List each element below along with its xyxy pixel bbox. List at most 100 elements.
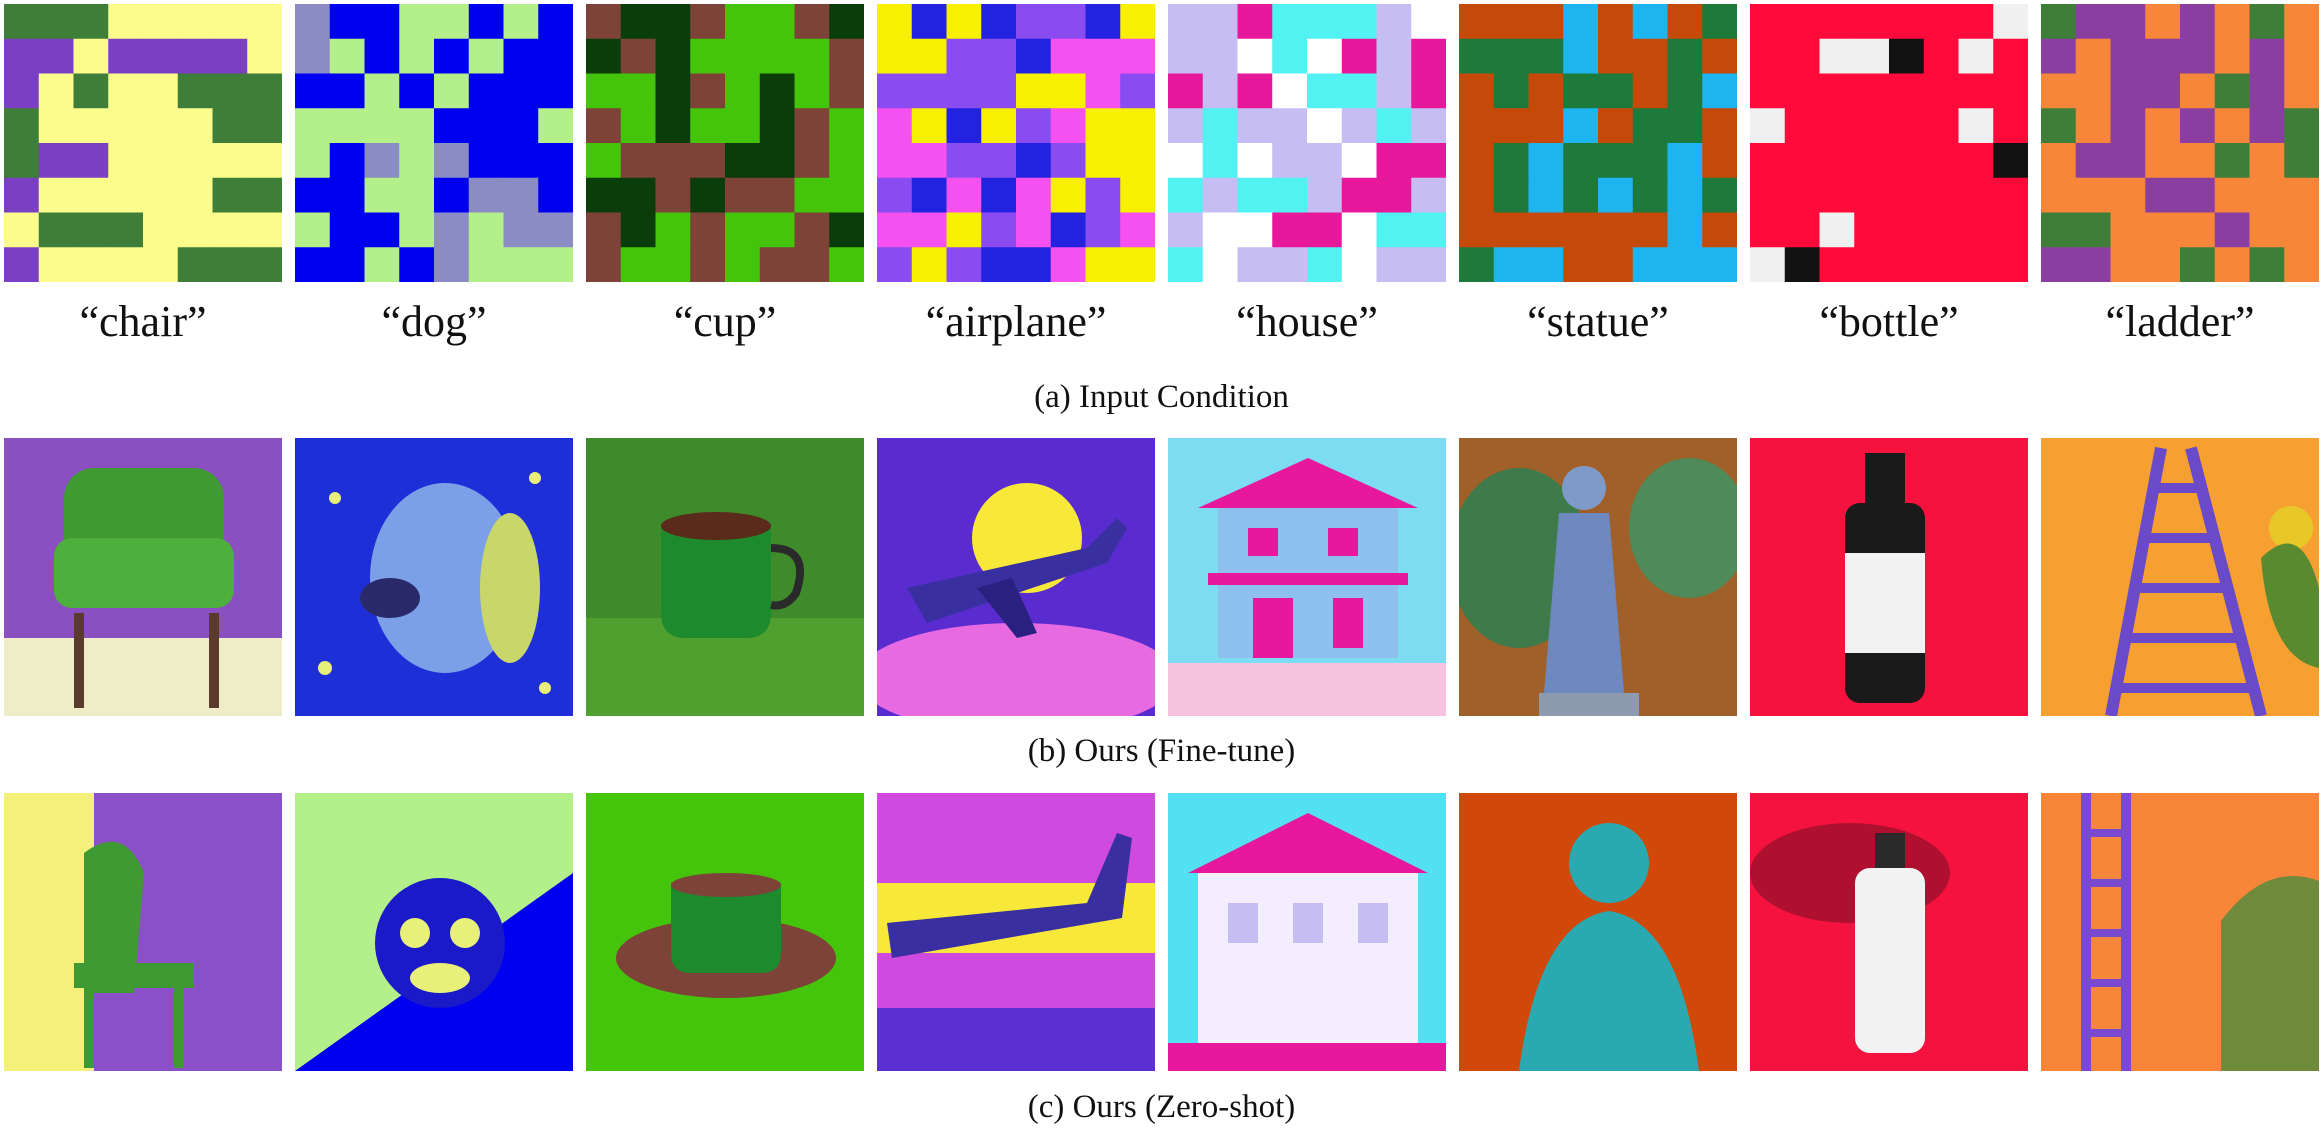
grid-cell <box>877 143 913 179</box>
grid-cell <box>2214 247 2251 282</box>
grid-cell <box>2110 143 2146 179</box>
grid-cell <box>1702 73 1737 109</box>
grid-cell <box>1702 108 1737 144</box>
grid-cell <box>38 108 75 144</box>
grid-cell <box>1667 73 1703 109</box>
grid-cell <box>620 247 657 282</box>
grid-cell <box>981 73 1017 109</box>
grid-cell <box>794 108 830 144</box>
grid-cell <box>794 212 830 248</box>
grid-cell <box>1376 247 1412 282</box>
grid-cell <box>1202 38 1239 75</box>
grid-cell <box>2145 247 2181 282</box>
grid-cell <box>1237 73 1273 109</box>
grid-cell <box>329 247 366 282</box>
grid-cell <box>1120 177 1155 214</box>
grid-cell <box>1376 212 1412 248</box>
grid-cell <box>38 177 75 214</box>
grid-cell <box>4 38 40 75</box>
grid-cell <box>1307 4 1343 40</box>
prompt-label: “airplane” <box>925 297 1107 346</box>
grid-cell <box>1889 108 1925 144</box>
grid-cell <box>1341 143 1378 179</box>
grid-cell <box>1632 143 1669 179</box>
grid-cell <box>1341 177 1378 214</box>
color-grid-condition <box>1459 4 1737 282</box>
grid-cell <box>399 38 435 75</box>
grid-cell <box>538 4 573 40</box>
grid-cell <box>1667 38 1703 75</box>
generated-image-ladder-zeroshot <box>2041 793 2319 1071</box>
grid-cell <box>1667 247 1703 282</box>
grid-cell <box>1341 73 1378 109</box>
grid-cell <box>759 212 796 248</box>
grid-cell <box>1016 177 1052 214</box>
grid-cell <box>946 108 982 144</box>
grid-cell <box>1854 38 1890 75</box>
grid-cell <box>38 212 75 248</box>
caption-zeroshot: (c) Ours (Zero-shot) <box>1027 1089 1296 1125</box>
grid-cell <box>247 177 282 214</box>
grid-cell <box>538 247 573 282</box>
grid-cell <box>2180 177 2216 214</box>
grid-cell <box>1411 143 1446 179</box>
generated-image-chair-zeroshot <box>4 793 282 1071</box>
input-condition-row <box>0 4 2323 282</box>
grid-cell <box>1459 38 1495 75</box>
prompt-label: “bottle” <box>1819 297 1959 346</box>
grid-cell <box>1493 4 1530 40</box>
grid-cell <box>364 143 400 179</box>
grid-cell <box>1667 212 1703 248</box>
grid-cell <box>1120 38 1155 75</box>
grid-cell <box>1819 212 1855 248</box>
grid-cell <box>1784 212 1821 248</box>
color-grid <box>295 4 573 282</box>
grid-cell <box>725 212 761 248</box>
grid-cell <box>1411 247 1446 282</box>
grid-cell <box>981 108 1017 144</box>
grid-cell <box>2041 108 2077 144</box>
grid-cell <box>829 73 864 109</box>
grid-cell <box>1784 143 1821 179</box>
grid-cell <box>1667 143 1703 179</box>
color-grid-condition <box>4 4 282 282</box>
grid-cell <box>434 4 470 40</box>
grid-cell <box>1050 38 1087 75</box>
grid-cell <box>1411 4 1446 40</box>
grid-cell <box>143 177 179 214</box>
grid-cell <box>1632 108 1669 144</box>
grid-cell <box>2180 143 2216 179</box>
grid-cell <box>1923 38 1960 75</box>
grid-cell <box>655 143 691 179</box>
grid-cell <box>1085 38 1121 75</box>
grid-cell <box>829 143 864 179</box>
grid-cell <box>829 212 864 248</box>
grid-cell <box>329 143 366 179</box>
grid-cell <box>468 177 505 214</box>
grid-cell <box>1819 4 1855 40</box>
grid-cell <box>143 73 179 109</box>
prompt-label: “house” <box>1236 297 1378 346</box>
grid-cell <box>1168 247 1204 282</box>
grid-cell <box>981 247 1017 282</box>
color-grid <box>4 4 282 282</box>
grid-cell <box>143 143 179 179</box>
grid-cell <box>1598 4 1634 40</box>
grid-cell <box>1120 212 1155 248</box>
grid-cell <box>586 247 622 282</box>
grid-cell <box>725 247 761 282</box>
grid-cell <box>1958 212 1994 248</box>
grid-cell <box>2284 247 2319 282</box>
grid-cell <box>177 177 214 214</box>
grid-cell <box>295 212 331 248</box>
grid-cell <box>2041 212 2077 248</box>
grid-cell <box>1750 38 1786 75</box>
grid-cell <box>1854 177 1890 214</box>
grid-cell <box>2249 108 2285 144</box>
grid-cell <box>212 247 248 282</box>
grid-cell <box>725 108 761 144</box>
grid-cell <box>1202 4 1239 40</box>
grid-cell <box>1528 38 1564 75</box>
grid-cell <box>1237 247 1273 282</box>
grid-cell <box>1016 247 1052 282</box>
